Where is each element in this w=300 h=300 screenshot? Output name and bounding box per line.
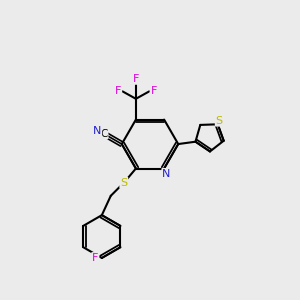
Text: N: N — [93, 125, 101, 136]
Text: S: S — [120, 178, 128, 188]
Text: F: F — [151, 86, 157, 96]
Text: F: F — [115, 86, 121, 96]
Text: C: C — [100, 128, 108, 139]
Text: S: S — [216, 116, 223, 126]
Text: F: F — [133, 74, 139, 84]
Text: N: N — [162, 169, 171, 179]
Text: F: F — [92, 253, 98, 263]
